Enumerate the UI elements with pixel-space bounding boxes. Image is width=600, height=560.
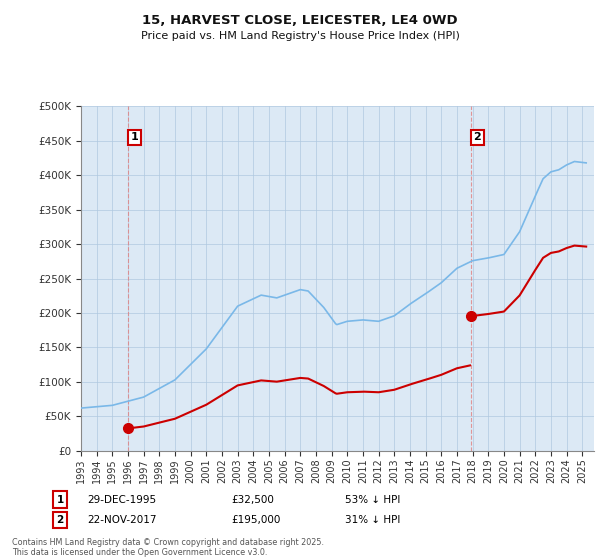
Text: 1: 1	[131, 132, 139, 142]
Text: 2: 2	[473, 132, 481, 142]
Text: 15, HARVEST CLOSE, LEICESTER, LE4 0WD: 15, HARVEST CLOSE, LEICESTER, LE4 0WD	[142, 14, 458, 27]
Text: Contains HM Land Registry data © Crown copyright and database right 2025.
This d: Contains HM Land Registry data © Crown c…	[12, 538, 324, 557]
Text: 53% ↓ HPI: 53% ↓ HPI	[345, 494, 400, 505]
Text: 1: 1	[56, 494, 64, 505]
Text: Price paid vs. HM Land Registry's House Price Index (HPI): Price paid vs. HM Land Registry's House …	[140, 31, 460, 41]
Text: 31% ↓ HPI: 31% ↓ HPI	[345, 515, 400, 525]
Text: £32,500: £32,500	[231, 494, 274, 505]
Text: 2: 2	[56, 515, 64, 525]
Text: 29-DEC-1995: 29-DEC-1995	[87, 494, 156, 505]
Text: £195,000: £195,000	[231, 515, 280, 525]
Text: 22-NOV-2017: 22-NOV-2017	[87, 515, 157, 525]
